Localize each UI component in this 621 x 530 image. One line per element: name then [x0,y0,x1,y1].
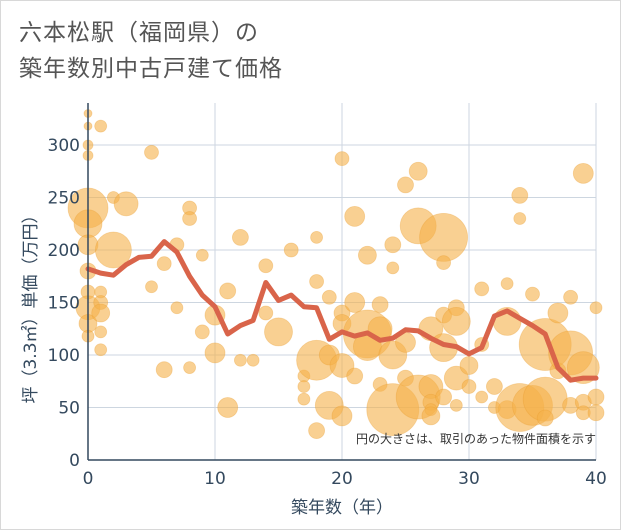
bubble-point [194,324,210,340]
bubble-point [525,286,540,302]
x-axis-label: 築年数（年） [291,498,393,518]
bubble-point [155,361,173,379]
bubble-point [475,390,489,404]
y-tick-label: 250 [48,189,80,209]
bubble-point [461,379,477,394]
bubble-point [384,236,402,254]
bubble-point [258,305,274,321]
bubble-point [156,256,172,272]
bubble-point [408,161,428,181]
axes [87,103,596,461]
bubble-point [246,353,260,367]
bubble-layer [67,109,605,440]
bubble-point [344,205,366,227]
bubble-point [346,367,364,385]
bubble-point [459,356,479,375]
bubble-point [145,280,158,294]
y-tick-label: 300 [48,136,80,156]
bubble-point [513,212,527,225]
bubble-point [331,405,353,427]
bubble-point [91,303,111,323]
bubble-point [357,245,377,265]
average-price-line [85,239,599,383]
bubble-point [219,282,237,300]
bubble-point [536,409,554,427]
bubble-point [344,292,366,313]
bubble-point [182,211,198,226]
x-tick-label: 10 [204,469,226,489]
bubble-point [500,277,514,291]
y-tick-label: 0 [69,451,80,471]
bubble-point [183,361,197,375]
bubble-point [310,230,324,244]
x-tick-label: 0 [83,469,94,489]
bubble-point [572,162,594,184]
chart-title: 六本松駅（福岡県）の 築年数別中古戸建て価格 [19,15,283,87]
y-tick-label: 200 [48,241,80,261]
bubble-point [443,365,469,391]
bubble-point [231,228,249,246]
bubble-point [371,296,389,314]
bubble-point [258,258,274,274]
x-tick-label: 40 [585,469,607,489]
bubble-point [308,422,326,440]
bubble-point [563,289,578,305]
y-tick-label: 100 [48,346,80,366]
size-note: 円の大きさは、取引のあった物件面積を示す [356,431,596,446]
bubble-point [321,289,337,305]
bubble-point [170,301,184,315]
bubble-point [95,231,132,269]
bubble-point [589,301,603,315]
bubble-point [334,151,350,167]
bubble-point [283,242,299,258]
bubble-point [386,261,400,275]
title-line-2: 築年数別中古戸建て価格 [19,56,283,82]
bubble-point [421,406,441,426]
bubble-point [474,281,490,297]
bubble-point [441,306,471,336]
x-tick-label: 20 [331,469,353,489]
bubble-point [419,212,469,262]
x-tick-label: 30 [458,469,480,489]
bubble-point [297,392,311,406]
bubble-point [297,380,311,393]
bubble-point [113,191,139,217]
bubble-point [94,119,108,133]
bubble-point [449,398,463,412]
bubble-point [435,388,453,406]
bubble-point [547,302,569,324]
bubble-point [233,353,247,367]
bubble-point [587,404,605,422]
bubble-point [485,378,503,395]
bubble-point [397,176,414,194]
bubble-point [264,317,293,347]
bubble-point [144,144,159,160]
y-tick-label: 50 [58,399,80,419]
bubble-point [217,397,239,418]
bubble-point [309,274,325,289]
bubble-point [436,255,452,271]
bubble-point [94,325,108,339]
bubble-point [587,388,605,406]
y-tick-label: 150 [48,294,80,314]
bubble-point [195,248,209,262]
tick-labels: 0 10 20 30 40 0 50 100 150 200 250 300 [48,136,607,489]
bubble-point [204,342,226,364]
bubble-point [94,343,108,357]
bubble-point [329,353,355,378]
bubble-point [511,186,529,204]
title-line-1: 六本松駅（福岡県）の [19,20,259,46]
y-axis-label: 坪（3.3㎡）単価（万円） [21,206,41,403]
